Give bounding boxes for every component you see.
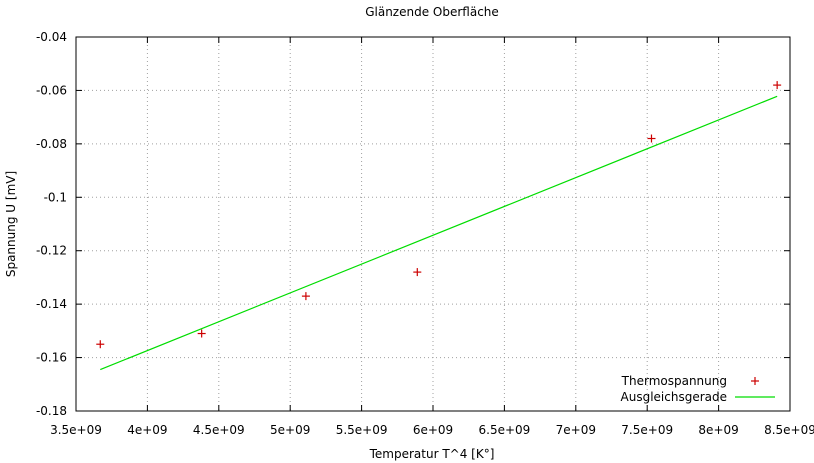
x-tick-label: 7e+09 <box>556 423 596 437</box>
legend-plus-symbol <box>751 377 759 385</box>
y-tick-label: -0.08 <box>36 137 67 151</box>
chart-title: Glänzende Oberfläche <box>365 5 499 19</box>
legend-label-ausgleichsgerade: Ausgleichsgerade <box>621 390 727 404</box>
data-point <box>647 134 656 143</box>
grid <box>76 37 790 411</box>
legend-label-thermospannung: Thermospannung <box>621 374 727 388</box>
x-tick-labels: 3.5e+09 4e+09 4.5e+09 5e+09 5.5e+09 6e+09 6.5e… <box>50 423 814 437</box>
series <box>96 81 782 371</box>
y-tick-label: -0.12 <box>36 244 67 258</box>
y-tick-label: -0.1 <box>44 190 67 204</box>
y-tick-labels: -0.18 -0.16 -0.14 -0.12 -0.1 -0.08 -0.06 -0.04 <box>36 30 67 418</box>
x-tick-label: 4.5e+09 <box>193 423 245 437</box>
x-tick-label: 7.5e+09 <box>621 423 673 437</box>
y-tick-label: -0.14 <box>36 297 67 311</box>
data-point <box>301 292 310 301</box>
y-axis-title: Spannung U [mV] <box>4 171 18 277</box>
legend-marker-thermospannung <box>751 377 759 385</box>
x-tick-label: 3.5e+09 <box>50 423 102 437</box>
data-point <box>197 329 206 338</box>
x-tick-label: 8e+09 <box>698 423 738 437</box>
x-tick-label: 5e+09 <box>270 423 310 437</box>
y-tick-label: -0.06 <box>36 83 67 97</box>
x-tick-label: 6.5e+09 <box>479 423 531 437</box>
legend: Thermospannung Ausgleichsgerade <box>621 374 775 404</box>
y-tick-label: -0.16 <box>36 351 67 365</box>
x-tick-label: 5.5e+09 <box>336 423 388 437</box>
x-tick-label: 4e+09 <box>127 423 167 437</box>
data-point <box>96 340 105 349</box>
data-point <box>773 81 782 90</box>
y-tick-label: -0.18 <box>36 404 67 418</box>
axis-ticks <box>75 36 791 412</box>
y-tick-label: -0.04 <box>36 30 67 44</box>
data-point <box>413 268 422 277</box>
x-tick-label: 8.5e+09 <box>764 423 814 437</box>
x-tick-label: 6e+09 <box>413 423 453 437</box>
x-axis-title: Temperatur T^4 [K°] <box>369 447 495 461</box>
fit-line <box>100 95 778 371</box>
